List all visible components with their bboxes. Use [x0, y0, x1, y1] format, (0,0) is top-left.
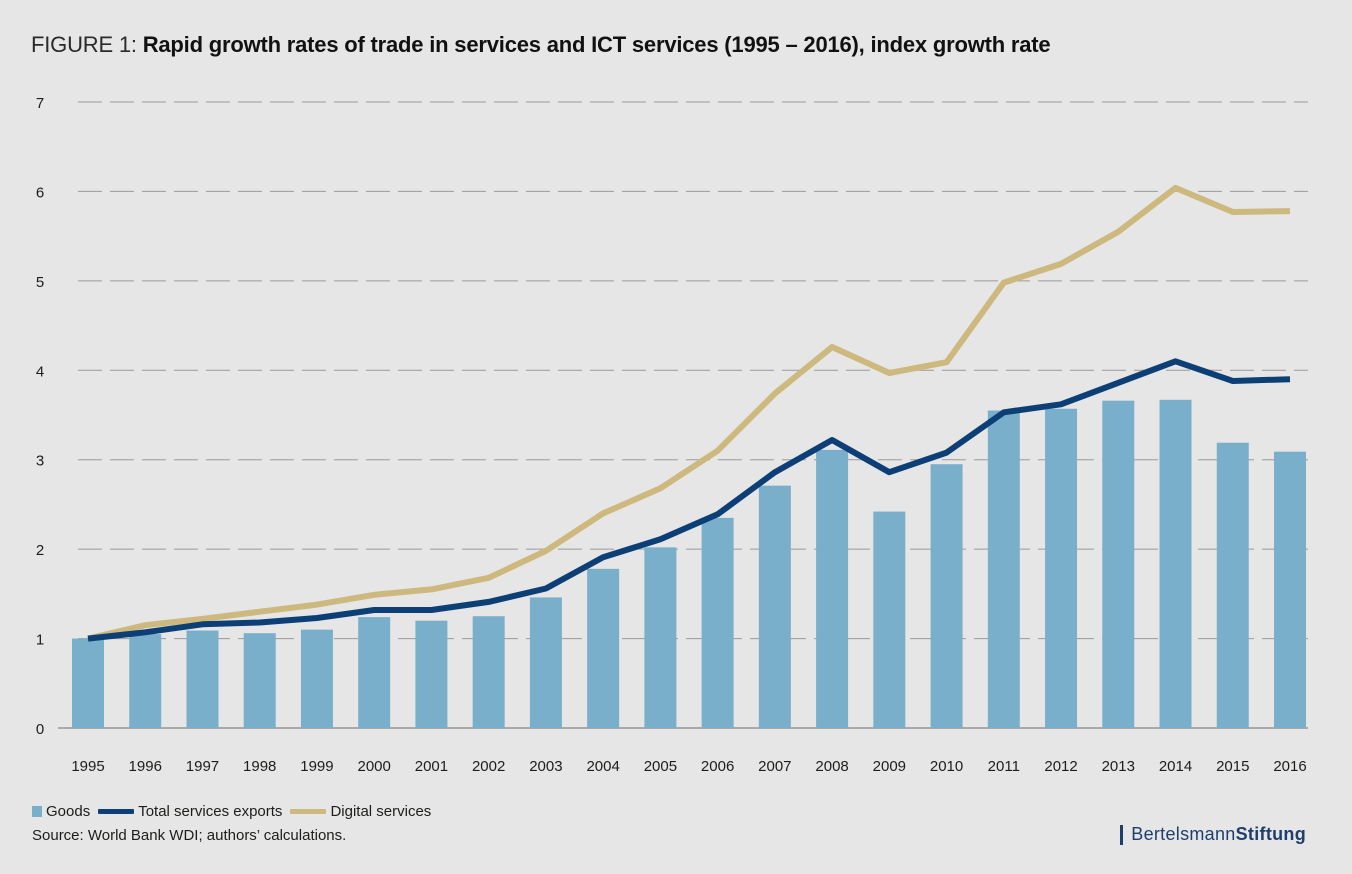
- bar-goods: [1274, 451, 1306, 728]
- title-prefix: FIGURE 1:: [31, 32, 137, 57]
- y-tick-label: 1: [36, 632, 44, 649]
- line-total-services: [87, 358, 1291, 642]
- y-tick-label: 6: [36, 184, 44, 201]
- bar-goods: [758, 485, 791, 728]
- x-tick-label: 1997: [186, 758, 219, 775]
- x-tick-label: 2012: [1044, 758, 1077, 775]
- goods-bars: [72, 399, 1306, 728]
- y-tick-label: 0: [36, 721, 44, 738]
- chart-title: FIGURE 1: Rapid growth rates of trade in…: [31, 32, 1051, 58]
- bar-goods: [529, 597, 562, 728]
- bar-goods: [987, 410, 1020, 728]
- legend-swatch-goods: [32, 806, 42, 817]
- bar-goods: [701, 517, 734, 728]
- x-tick-label: 1996: [129, 758, 162, 775]
- bar-goods: [472, 616, 505, 728]
- bar-goods: [816, 449, 849, 728]
- x-tick-label: 2010: [930, 758, 963, 775]
- x-tick-label: 2014: [1159, 758, 1192, 775]
- x-tick-label: 2016: [1273, 758, 1306, 775]
- brand-part1: Bertelsmann: [1131, 824, 1236, 844]
- y-tick-labels: 0 1 2 3 4 5 6 7: [36, 95, 44, 738]
- bar-goods: [587, 568, 620, 728]
- y-tick-label: 7: [36, 95, 44, 112]
- bar-goods: [129, 634, 162, 728]
- bar-goods: [243, 633, 276, 728]
- bar-goods: [873, 511, 906, 728]
- legend-swatch-digital-services: [290, 809, 327, 814]
- brand-bar: [1120, 824, 1124, 845]
- bar-goods: [1216, 442, 1249, 728]
- bar-goods: [300, 629, 333, 728]
- x-tick-labels: 1995 1996 1997 1998 1999 2000 2001 2002 2003 2004…: [71, 758, 1306, 775]
- bar-goods: [72, 638, 104, 728]
- y-tick-label: 3: [36, 453, 44, 470]
- line-digital-services: [87, 184, 1291, 642]
- x-tick-label: 2000: [358, 758, 391, 775]
- bar-goods: [1045, 408, 1078, 728]
- series-lines: [87, 184, 1291, 642]
- legend-item-digital-services: Digital services: [290, 803, 431, 820]
- x-tick-label: 2013: [1102, 758, 1135, 775]
- bar-goods: [1102, 400, 1135, 728]
- legend-item-goods: Goods: [32, 803, 90, 820]
- source-note: Source: World Bank WDI; authors’ calcula…: [32, 827, 347, 844]
- brand-logo: Bertelsmann Stiftung: [1120, 824, 1306, 845]
- x-tick-label: 2008: [815, 758, 848, 775]
- legend: Goods Total services exports Digital ser…: [32, 803, 439, 820]
- x-tick-label: 2004: [586, 758, 619, 775]
- brand-part2: Stiftung: [1235, 824, 1306, 844]
- legend-label-goods: Goods: [46, 803, 91, 820]
- legend-item-total-services: Total services exports: [98, 803, 282, 820]
- y-tick-label: 2: [36, 542, 44, 559]
- x-tick-label: 2006: [701, 758, 734, 775]
- legend-label-total-services: Total services exports: [138, 803, 283, 820]
- y-tick-label: 4: [36, 363, 44, 380]
- x-tick-label: 2001: [415, 758, 448, 775]
- bar-goods: [930, 464, 963, 728]
- legend-label-digital-services: Digital services: [330, 803, 432, 820]
- x-tick-label: 1998: [243, 758, 276, 775]
- legend-swatch-total-services: [98, 809, 135, 814]
- bar-goods: [358, 617, 391, 728]
- x-tick-label: 2003: [529, 758, 562, 775]
- bar-goods: [415, 620, 448, 728]
- x-tick-label: 2009: [873, 758, 906, 775]
- x-tick-label: 2005: [644, 758, 677, 775]
- x-tick-label: 2011: [988, 758, 1020, 775]
- x-tick-label: 2015: [1216, 758, 1249, 775]
- x-tick-label: 2007: [758, 758, 791, 775]
- bar-goods: [186, 630, 219, 728]
- y-tick-label: 5: [36, 274, 44, 291]
- x-tick-label: 2002: [472, 758, 505, 775]
- bar-goods: [1159, 399, 1192, 728]
- x-tick-label: 1999: [300, 758, 333, 775]
- chart-canvas: 0 1 2 3 4 5 6 7 1995 1996 1997 1998 1999 2000 2001 200…: [36, 95, 1308, 775]
- title-main: Rapid growth rates of trade in services …: [142, 32, 1051, 57]
- bar-goods: [644, 547, 677, 728]
- x-tick-label: 1995: [71, 758, 104, 775]
